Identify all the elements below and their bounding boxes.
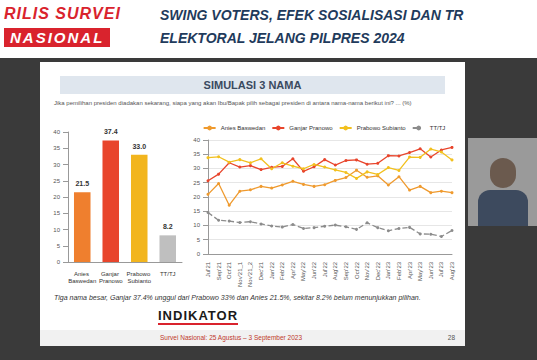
- html-text:28: 28: [447, 334, 455, 341]
- html-text:INDIKATOR: INDIKATOR: [158, 308, 238, 323]
- html-text:SIMULASI 3 NAMA: SIMULASI 3 NAMA: [203, 79, 302, 91]
- html-text:NASIONAL: NASIONAL: [10, 29, 105, 46]
- svg-text:Nov'22: Nov'22: [364, 261, 370, 280]
- svg-text:Sep'22: Sep'22: [343, 261, 349, 280]
- svg-text:Anies: Anies: [74, 271, 91, 277]
- svg-text:0: 0: [197, 251, 201, 257]
- svg-text:Sep'21: Sep'21: [216, 261, 222, 280]
- svg-text:Feb'22: Feb'22: [279, 261, 285, 280]
- svg-text:Jul'22: Jul'22: [322, 261, 328, 277]
- svg-text:Oct'21: Oct'21: [226, 261, 232, 279]
- svg-text:TT/TJ: TT/TJ: [160, 271, 176, 277]
- svg-text:21.5: 21.5: [75, 180, 89, 187]
- svg-text:10: 10: [53, 227, 60, 233]
- svg-text:Apr'22: Apr'22: [290, 261, 296, 279]
- svg-text:Aug'22: Aug'22: [332, 261, 338, 280]
- svg-text:20: 20: [193, 194, 200, 200]
- svg-text:Anies Baswedan: Anies Baswedan: [221, 125, 266, 131]
- svg-text:33.0: 33.0: [132, 143, 146, 150]
- svg-text:Dec'22: Dec'22: [375, 261, 381, 280]
- svg-text:Dec'21: Dec'21: [258, 261, 264, 280]
- svg-text:Nov'21_1: Nov'21_1: [237, 261, 243, 287]
- svg-text:35: 35: [193, 151, 200, 157]
- svg-text:TT/TJ: TT/TJ: [430, 125, 446, 131]
- svg-text:Feb'23: Feb'23: [396, 261, 402, 280]
- svg-text:Jun'23: Jun'23: [428, 261, 434, 279]
- html-text:ELEKTORAL JELANG PILPRES 2024: ELEKTORAL JELANG PILPRES 2024: [160, 30, 405, 46]
- html-text:Survei Nasional: 25 Agustus –: Survei Nasional: 25 Agustus – 3 Septembe…: [160, 334, 302, 341]
- svg-text:35: 35: [53, 145, 60, 151]
- svg-text:5: 5: [197, 237, 201, 243]
- svg-text:Nov'21_2: Nov'21_2: [247, 261, 253, 287]
- svg-text:25: 25: [193, 180, 200, 186]
- svg-text:15: 15: [53, 210, 60, 216]
- svg-text:5: 5: [57, 243, 61, 249]
- html-text:RILIS SURVEI: RILIS SURVEI: [4, 5, 121, 22]
- svg-text:Apr'23: Apr'23: [407, 261, 413, 279]
- svg-text:20: 20: [53, 194, 60, 200]
- svg-text:Subianto: Subianto: [127, 278, 151, 284]
- svg-text:40: 40: [53, 129, 60, 135]
- svg-text:Ganjar Pranowo: Ganjar Pranowo: [289, 125, 333, 131]
- svg-text:10: 10: [193, 222, 200, 228]
- svg-text:Prabowo Subianto: Prabowo Subianto: [357, 125, 407, 131]
- svg-text:May'22: May'22: [300, 261, 306, 281]
- svg-text:Jun'22: Jun'22: [311, 261, 317, 279]
- svg-text:Jan'22: Jan'22: [269, 261, 275, 279]
- svg-text:Jul'23: Jul'23: [438, 261, 444, 277]
- svg-text:30: 30: [53, 162, 60, 168]
- svg-text:Aug'23: Aug'23: [449, 261, 455, 280]
- svg-text:15: 15: [193, 208, 200, 214]
- svg-text:Baswedan: Baswedan: [68, 278, 96, 284]
- svg-text:Oct'22: Oct'22: [354, 261, 360, 279]
- svg-text:Jul'21: Jul'21: [205, 261, 211, 277]
- html-text:SWING VOTERS, EFEK SOSIALISASI: SWING VOTERS, EFEK SOSIALISASI DAN TR: [160, 7, 464, 23]
- svg-text:0: 0: [57, 259, 61, 265]
- html-text:Tiga nama besar, Ganjar 37.4%: Tiga nama besar, Ganjar 37.4% unggul dar…: [54, 294, 421, 301]
- svg-text:Prabowo: Prabowo: [127, 271, 152, 277]
- svg-text:May'23: May'23: [417, 261, 423, 281]
- svg-text:37.4: 37.4: [104, 128, 118, 135]
- svg-text:40: 40: [193, 137, 200, 143]
- html-text:Jika pemilihan presiden diadak: Jika pemilihan presiden diadakan sekaran…: [54, 100, 412, 106]
- svg-text:Ganjar: Ganjar: [101, 271, 121, 277]
- svg-text:Pranowo: Pranowo: [99, 278, 123, 284]
- svg-text:30: 30: [193, 165, 200, 171]
- svg-text:Jan'23: Jan'23: [385, 261, 391, 279]
- svg-text:25: 25: [53, 178, 60, 184]
- svg-text:8.2: 8.2: [163, 223, 173, 230]
